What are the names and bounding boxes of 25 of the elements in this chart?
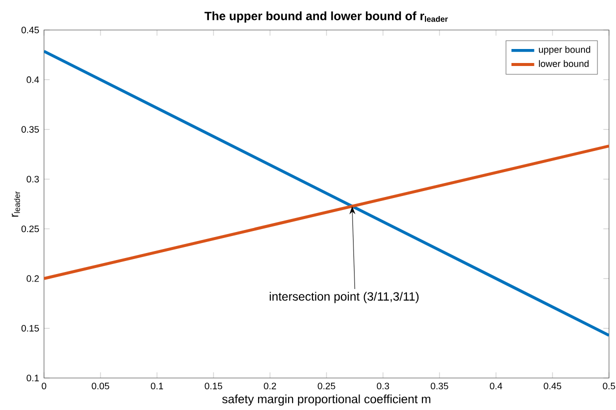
x-tick-label: 0.35 [430,382,448,390]
x-tick-label: 0.15 [204,382,222,390]
annotation: intersection point (3/11,3/11) [270,292,419,304]
x-tick-label: 0.3 [376,382,390,390]
x-tick-label: 0 [42,382,46,390]
legend-label: upper bound [538,46,590,55]
x-tick-label: 0.2 [264,382,276,390]
y-tick-label: 0.15 [21,324,39,332]
y-tick-label: 0.35 [21,126,39,133]
chart-title: The upper bound and lower bound of r$_{leader}$ [204,11,448,23]
x-tick-label: 0.5 [602,382,616,390]
x-tick-label: 0.05 [92,382,110,390]
y-tick-label: 0.4 [26,76,40,84]
x-tick-label: 0.4 [490,382,502,390]
y-tick-label: 0.25 [21,226,39,232]
x-tick-label: 0.25 [318,382,336,390]
y-tick-label: 0.1 [26,374,39,382]
legend-label: lower bound [538,60,589,67]
y-tick-label: 0.2 [26,275,39,282]
x-axis-title: safety margin proportional coefficient m [222,394,430,406]
y-tick-label: 0.45 [21,26,39,34]
x-tick-label: 0.45 [544,382,562,390]
y-axis-title: r$_{leader}$ [12,191,20,217]
y-tick-label: 0.3 [26,176,39,182]
x-tick-label: 0.1 [150,382,164,390]
